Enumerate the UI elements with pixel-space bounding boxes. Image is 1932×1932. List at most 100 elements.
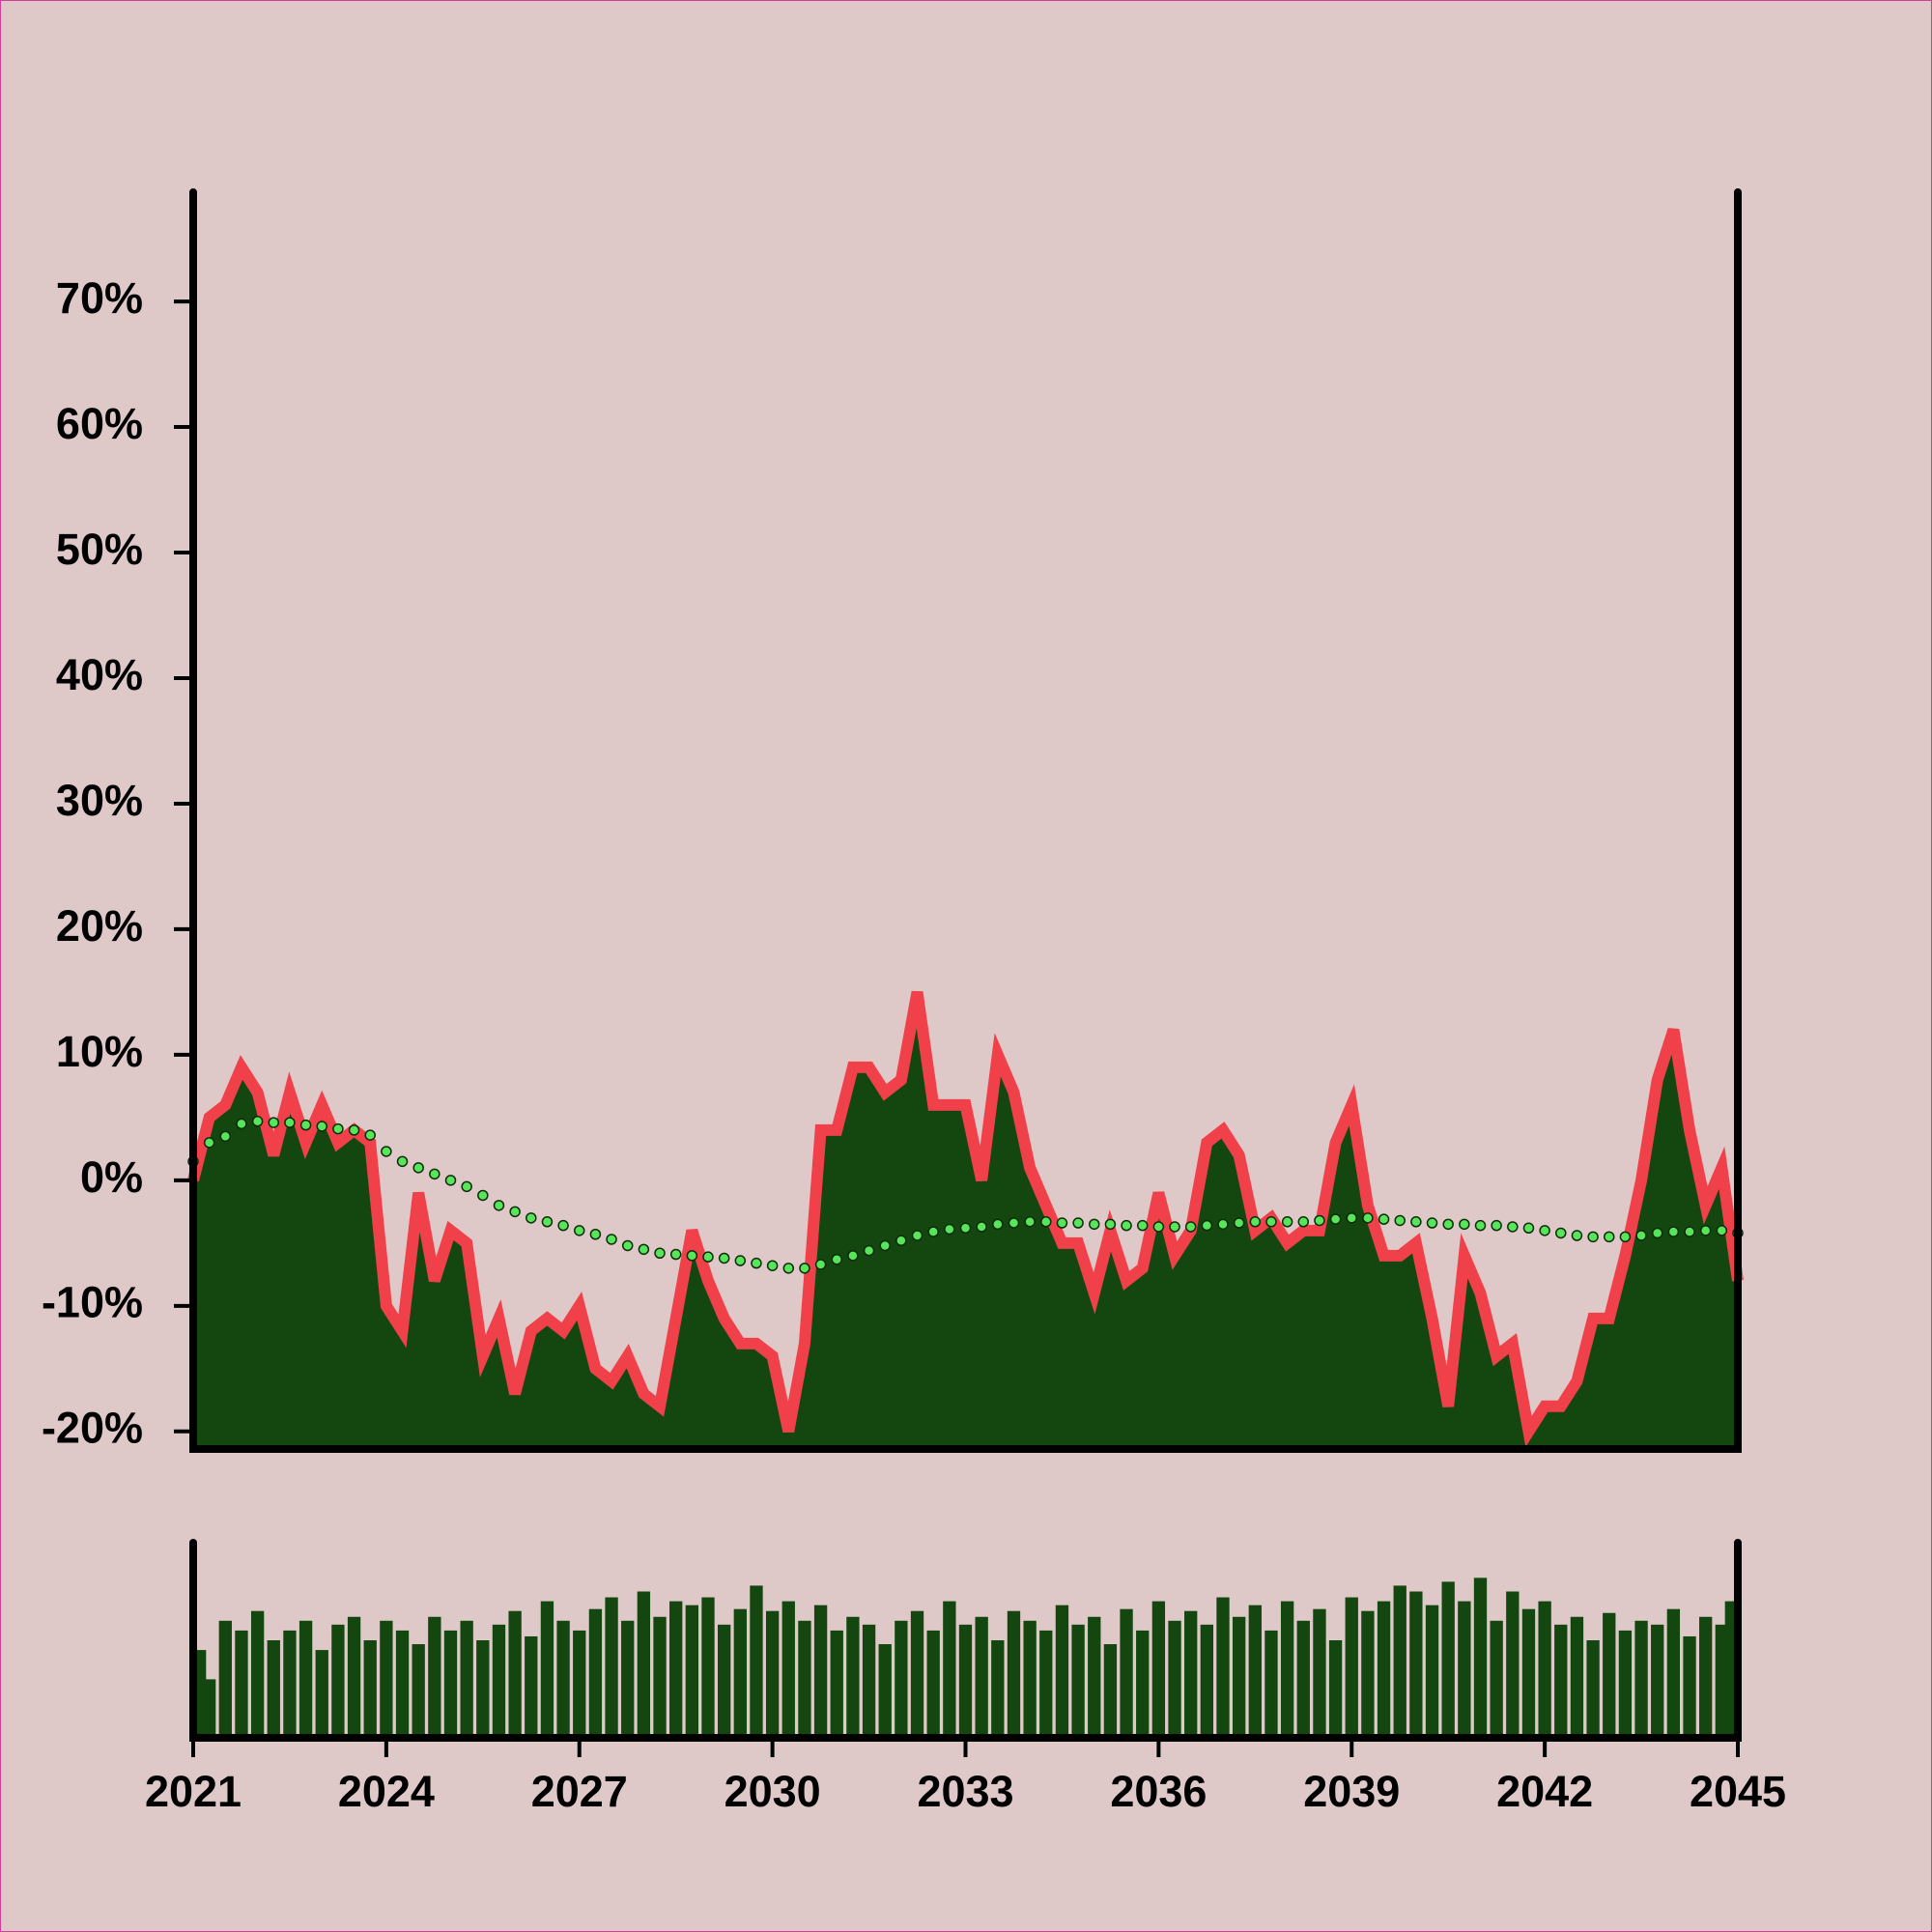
volume-bar — [605, 1597, 618, 1738]
average-dot — [1329, 1213, 1342, 1225]
average-dot — [412, 1162, 424, 1174]
average-dot — [927, 1226, 939, 1237]
average-dot — [944, 1223, 955, 1236]
y-tick-label: 50% — [56, 525, 143, 574]
y-tick-label: 0% — [80, 1152, 143, 1202]
average-dot — [1587, 1231, 1599, 1243]
volume-bar — [1120, 1608, 1133, 1738]
average-dot — [1716, 1225, 1728, 1236]
volume-bar — [1007, 1610, 1021, 1738]
volume-bar — [958, 1624, 973, 1738]
average-dot — [203, 1137, 215, 1149]
volume-bar — [540, 1601, 554, 1738]
average-dot — [348, 1124, 360, 1136]
average-dot — [1089, 1218, 1100, 1231]
volume-bar — [1521, 1608, 1536, 1738]
volume-bar — [1280, 1601, 1294, 1738]
volume-bar — [1055, 1605, 1069, 1738]
volume-bar — [943, 1601, 956, 1738]
volume-bar — [910, 1610, 924, 1738]
volume-bar — [250, 1610, 265, 1738]
volume-bar — [347, 1616, 361, 1738]
volume-bar — [637, 1591, 651, 1738]
axis-frame — [189, 188, 1742, 1453]
volume-bar — [363, 1640, 377, 1738]
average-dot — [1604, 1231, 1615, 1243]
volume-frame — [189, 1539, 1742, 1742]
average-dot — [911, 1230, 923, 1241]
volume-bar — [1361, 1610, 1375, 1738]
average-dot — [541, 1216, 554, 1228]
volume-bar — [701, 1597, 715, 1738]
volume-bar — [1184, 1610, 1198, 1738]
average-dot — [879, 1239, 891, 1252]
average-dot — [638, 1243, 650, 1256]
average-dot — [831, 1253, 842, 1265]
volume-bar — [1232, 1616, 1246, 1738]
average-dot — [959, 1222, 972, 1235]
average-dot — [1491, 1219, 1502, 1232]
volume-bar — [1603, 1612, 1616, 1738]
volume-bar — [1151, 1601, 1166, 1738]
volume-bar — [1313, 1608, 1326, 1738]
volume-bar — [1666, 1608, 1681, 1738]
average-dot — [1410, 1216, 1422, 1228]
average-dot — [669, 1248, 682, 1261]
volume-bar — [1168, 1620, 1181, 1738]
volume-bar — [685, 1605, 699, 1738]
x-tick-label: 2027 — [531, 1767, 628, 1816]
volume-bar — [460, 1620, 473, 1738]
average-dot — [1281, 1216, 1293, 1228]
volume-bar — [443, 1630, 458, 1738]
volume-bar — [1458, 1601, 1471, 1738]
volume-bar — [1296, 1620, 1310, 1738]
volume-bar — [1264, 1630, 1278, 1738]
x-tick-label: 2024 — [338, 1767, 435, 1816]
average-dot — [1314, 1214, 1325, 1227]
average-dot — [284, 1117, 296, 1128]
average-dot — [1152, 1221, 1165, 1233]
volume-bar — [1699, 1616, 1713, 1738]
volume-bar — [395, 1630, 410, 1738]
volume-bar — [1683, 1635, 1696, 1738]
volume-bar — [1554, 1624, 1568, 1738]
volume-bar — [1570, 1616, 1584, 1738]
volume-bar — [218, 1620, 232, 1738]
volume-bar — [926, 1630, 940, 1738]
average-dot — [1635, 1230, 1647, 1241]
average-dot — [1459, 1218, 1470, 1231]
y-tick-label: 70% — [56, 273, 143, 323]
volume-bar — [412, 1644, 425, 1738]
average-dot — [1265, 1216, 1277, 1228]
average-dot — [1008, 1217, 1020, 1229]
y-tick-label: 20% — [56, 901, 143, 951]
average-dot — [574, 1225, 585, 1236]
average-dot — [268, 1117, 280, 1128]
volume-bar — [283, 1630, 297, 1738]
average-dot — [1442, 1218, 1454, 1231]
x-tick-label: 2030 — [724, 1767, 821, 1816]
volume-bar — [1506, 1591, 1520, 1738]
volume-bar — [315, 1650, 328, 1738]
average-dot — [1040, 1216, 1052, 1228]
x-tick-label: 2039 — [1303, 1767, 1400, 1816]
volume-bar — [830, 1630, 843, 1738]
y-tick-label: 40% — [56, 650, 143, 699]
volume-bar — [573, 1630, 586, 1738]
average-dot — [782, 1263, 795, 1274]
average-dot — [751, 1257, 762, 1269]
average-dot — [1619, 1231, 1632, 1243]
volume-bar — [1088, 1616, 1101, 1738]
volume-bar — [765, 1610, 780, 1738]
volume-bar — [813, 1605, 828, 1738]
volume-bar — [202, 1679, 216, 1738]
average-dot — [1072, 1217, 1084, 1229]
average-dot — [799, 1263, 810, 1274]
average-dot — [1136, 1219, 1149, 1232]
volume-bar — [878, 1644, 892, 1738]
volume-bar — [492, 1624, 506, 1738]
average-dot — [477, 1189, 489, 1202]
average-dot — [847, 1250, 859, 1262]
volume-bar — [508, 1610, 522, 1738]
